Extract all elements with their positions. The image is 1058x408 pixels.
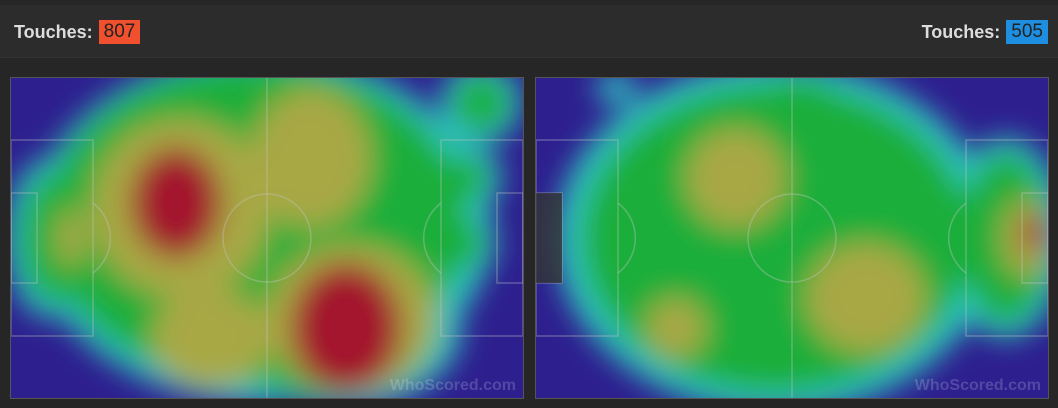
heat-blob-yellow: [251, 88, 371, 228]
heat-blob-yellow: [221, 228, 261, 258]
heat-blob-red: [1022, 215, 1048, 251]
away-heatmap: WhoScored.com: [535, 77, 1049, 399]
whoscored-watermark: WhoScored.com: [915, 377, 1041, 394]
heatmap-canvas: WhoScored.com: [536, 78, 1048, 398]
home-touches-count: 807: [98, 20, 141, 44]
heat-blob-green: [453, 78, 509, 131]
heat-blob-yellow: [151, 288, 271, 388]
heat-blob-yellow: [646, 298, 706, 358]
home-heatmap: WhoScored.com: [10, 77, 524, 399]
away-touches-label: Touches:: [921, 21, 1001, 42]
heat-blob-green: [444, 156, 488, 200]
heat-blob-red: [131, 148, 221, 258]
heat-blob-green: [751, 78, 841, 128]
touches-header: Touches: 807 Touches: 505: [0, 5, 1058, 58]
whoscored-watermark: WhoScored.com: [390, 377, 516, 394]
heat-blob-green: [439, 219, 483, 267]
heat-blob-red: [291, 263, 401, 393]
away-touches-count: 505: [1006, 20, 1048, 44]
heatmap-canvas: WhoScored.com: [11, 78, 523, 398]
home-touches: Touches: 807: [14, 20, 141, 44]
away-touches: Touches: 505: [922, 20, 1048, 44]
heat-blob-yellow: [686, 128, 786, 228]
heat-blob-green: [581, 83, 971, 393]
home-touches-label: Touches:: [14, 21, 93, 42]
pitch-lines: [11, 78, 523, 398]
heat-blob-cyan: [596, 78, 636, 103]
heat-blob-yellow: [56, 208, 86, 268]
heat-blob-yellow: [806, 243, 926, 353]
pitch-lines: [536, 78, 1048, 398]
